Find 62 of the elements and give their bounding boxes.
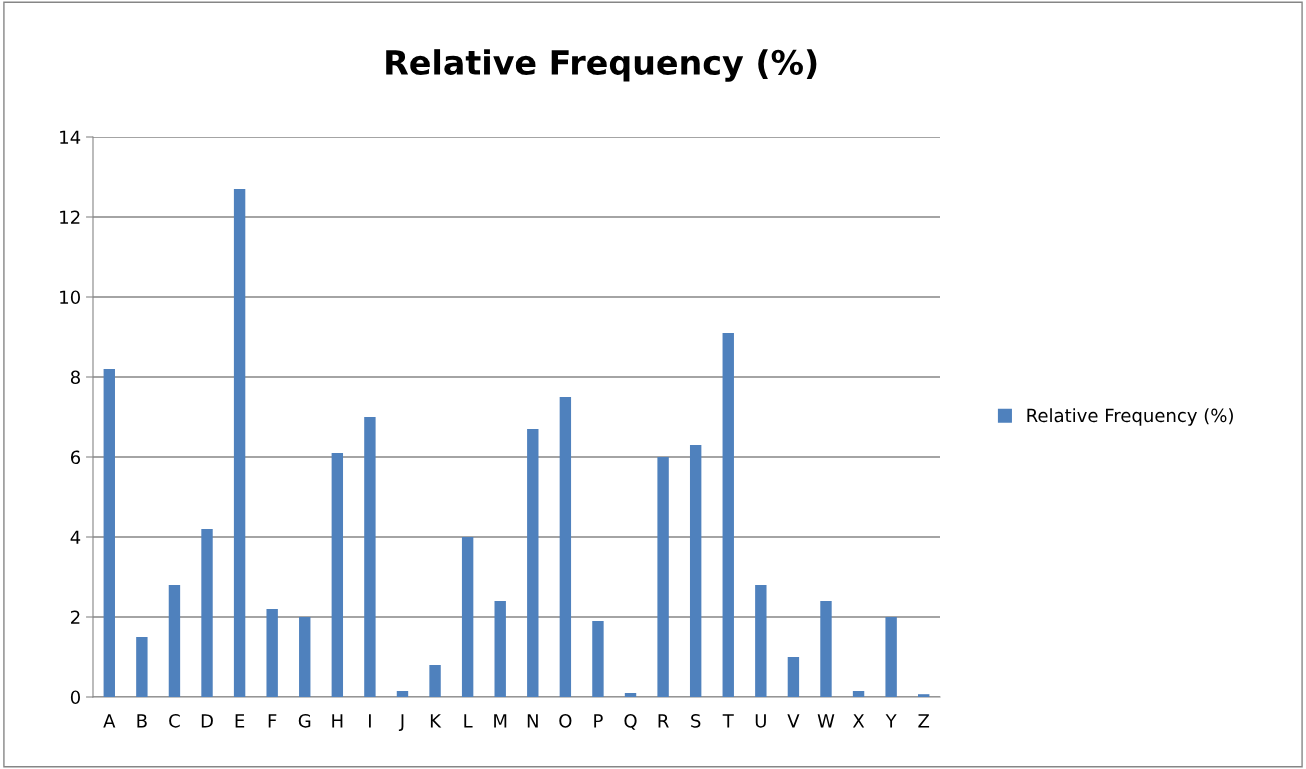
bar	[787, 657, 800, 697]
x-tick-label: M	[494, 714, 507, 728]
bar	[527, 429, 539, 697]
y-tick-label: 8	[70, 370, 80, 385]
bar	[918, 694, 930, 697]
bar	[233, 189, 246, 697]
bar	[331, 453, 344, 697]
bar	[364, 417, 376, 697]
x-tick-label: B	[137, 714, 147, 728]
y-tick-label: 10	[60, 290, 80, 305]
bar	[396, 691, 409, 697]
bar	[168, 585, 181, 697]
bar	[559, 397, 572, 697]
bar	[299, 617, 311, 697]
bar	[657, 457, 669, 697]
bar	[885, 617, 897, 697]
x-tick-label: F	[268, 714, 277, 728]
x-tick-label: X	[852, 714, 865, 728]
x-tick-label: N	[527, 714, 538, 728]
bar	[429, 665, 441, 697]
x-tick-label: D	[201, 714, 213, 728]
x-tick-label: S	[691, 713, 701, 728]
y-tick-label: 6	[70, 450, 81, 465]
y-tick-label: 2	[71, 610, 80, 624]
bar	[624, 693, 637, 697]
y-tick-label: 4	[70, 530, 81, 544]
bar	[755, 585, 767, 697]
x-tick-label: R	[658, 714, 669, 728]
x-tick-label: I	[369, 714, 371, 728]
x-tick-label: G	[298, 713, 311, 728]
bar	[103, 369, 115, 697]
x-tick-label: V	[787, 714, 800, 728]
x-tick-label: W	[817, 714, 835, 728]
y-tick-label: 14	[60, 130, 81, 144]
x-tick-label: L	[464, 714, 473, 728]
x-tick-label: P	[594, 714, 603, 728]
y-tick-label: 0	[70, 690, 80, 705]
x-tick-label: C	[169, 713, 180, 728]
x-tick-label: Q	[624, 713, 637, 730]
bar	[722, 333, 734, 697]
x-tick-label: E	[235, 714, 245, 728]
x-tick-label: J	[398, 714, 404, 731]
x-tick-label: U	[755, 714, 766, 728]
x-tick-label: O	[559, 713, 572, 728]
x-tick-label: T	[722, 714, 734, 728]
bar	[592, 621, 604, 697]
chart-title: Relative Frequency (%)	[386, 49, 817, 82]
bar	[461, 537, 474, 697]
bar	[852, 691, 865, 697]
bar	[266, 609, 278, 697]
bar	[689, 445, 702, 697]
bar	[820, 601, 832, 697]
bar	[136, 637, 148, 697]
y-tick-label: 12	[60, 210, 80, 224]
x-tick-label: Z	[918, 714, 930, 728]
bar	[494, 601, 506, 697]
legend-label: Relative Frequency (%)	[1027, 408, 1233, 426]
x-tick-label: Y	[885, 714, 897, 728]
x-tick-label: K	[430, 714, 442, 728]
x-tick-label: H	[332, 714, 343, 728]
x-tick-label: A	[103, 714, 116, 728]
bar	[201, 529, 213, 697]
